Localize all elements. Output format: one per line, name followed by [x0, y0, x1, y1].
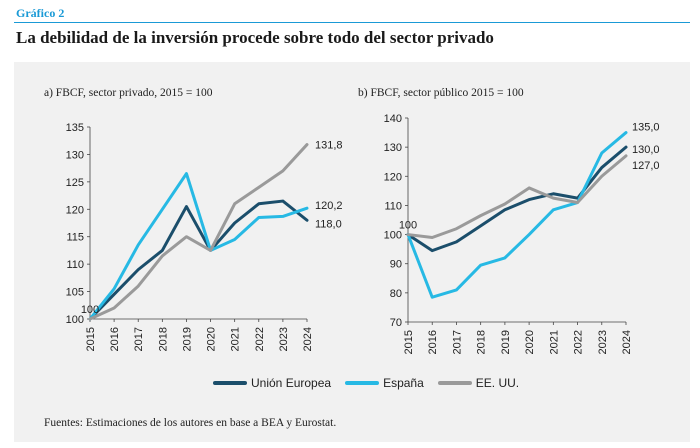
- chart-b-y-tick-label: 70: [390, 317, 402, 329]
- chart-a-y-tick-label: 100: [66, 314, 84, 326]
- chart-a-y-tick-label: 135: [66, 122, 84, 134]
- chart-a-x-tick-label: 2023: [278, 327, 290, 351]
- chart-b-x-tick-label: 2021: [548, 330, 560, 354]
- chart-b-x-tick-label: 2016: [427, 330, 439, 354]
- chart-a-x-tick-label: 2017: [133, 327, 145, 351]
- chart-b-x-tick-label: 2015: [403, 330, 415, 354]
- chart-b-y-tick-label: 120: [384, 171, 402, 183]
- legend-label-ue: Unión Europea: [251, 376, 332, 390]
- chart-a-series-1-line: [88, 172, 309, 321]
- chart-b-y-tick-label: 90: [390, 259, 402, 271]
- legend-label-espana: España: [383, 376, 424, 390]
- chart-a-y-tick-label: 125: [66, 177, 84, 189]
- chart-b-annotation: 127,0: [632, 160, 660, 172]
- legend-item-ue: Unión Europea: [213, 376, 331, 390]
- chart-a-annotation: 131,8: [315, 140, 343, 152]
- chart-b-x-tick-label: 2020: [524, 330, 536, 354]
- chart-a-x-tick-label: 2018: [157, 327, 169, 351]
- chart-a-annotation: 120,2: [315, 200, 343, 212]
- legend-item-eeuu: EE. UU.: [437, 376, 520, 390]
- chart-a-y-tick-label: 115: [66, 232, 84, 244]
- chart-a-x-tick-label: 2016: [109, 327, 121, 351]
- top-divider: [14, 22, 690, 23]
- chart-a-series-0-line: [88, 199, 309, 321]
- figure-label: Gráfico 2: [16, 6, 65, 20]
- chart-b-annotation: 100: [399, 220, 417, 232]
- chart-b-annotation: 135,0: [632, 122, 660, 134]
- chart-b-series-1-line: [406, 131, 628, 299]
- chart-b-annotation: 130,0: [632, 144, 660, 156]
- chart-panel: [14, 62, 690, 442]
- chart-a-x-tick-label: 2020: [206, 327, 218, 351]
- chart-a-title: a) FBCF, sector privado, 2015 = 100: [44, 87, 213, 99]
- chart-b-y-tick-label: 80: [390, 288, 402, 300]
- chart-b-x-tick-label: 2017: [451, 330, 463, 354]
- chart-a-x-tick-label: 2021: [230, 327, 242, 351]
- chart-b-series-0-line: [406, 145, 628, 253]
- source-note: Fuentes: Estimaciones de los autores en …: [44, 417, 337, 429]
- chart-b-x-tick-label: 2022: [573, 330, 585, 354]
- legend-item-espana: España: [345, 376, 424, 390]
- legend-swatch-espana: [345, 381, 380, 385]
- chart-a-y-tick-label: 105: [66, 287, 84, 299]
- chart-a-x-tick-label: 2015: [85, 327, 97, 351]
- chart-b-x-tick-label: 2023: [597, 330, 609, 354]
- chart-a-y-tick-label: 130: [66, 149, 84, 161]
- chart-b-series-2-line: [406, 154, 628, 239]
- chart-b-y-tick-label: 130: [384, 142, 402, 154]
- chart-a-annotation: 118,0: [315, 218, 342, 230]
- legend-swatch-eeuu: [437, 381, 472, 385]
- chart-b-x-tick-label: 2019: [500, 330, 512, 354]
- chart-a-y-tick-label: 120: [66, 204, 84, 216]
- legend-swatch-ue: [213, 381, 247, 385]
- legend-label-eeuu: EE. UU.: [475, 376, 520, 390]
- figure-title: La debilidad de la inversión procede sob…: [16, 28, 494, 47]
- chart-b-y-tick-label: 110: [384, 200, 402, 212]
- chart-a-x-tick-label: 2024: [302, 327, 314, 351]
- chart-a-y-tick-label: 110: [66, 259, 84, 271]
- chart-b-x-tick-label: 2024: [621, 330, 633, 354]
- chart-b-y-tick-label: 100: [384, 230, 402, 242]
- legend: Unión Europea España EE. UU.: [213, 376, 519, 390]
- chart-a-x-tick-label: 2019: [181, 327, 193, 351]
- chart-b-y-tick-label: 140: [384, 113, 402, 125]
- chart-a-series-2-line: [88, 143, 309, 321]
- chart-b-x-tick-label: 2018: [476, 330, 488, 354]
- chart-a-x-tick-label: 2022: [254, 327, 266, 351]
- chart-a-annotation: 100: [81, 304, 99, 316]
- chart-b-title: b) FBCF, sector público 2015 = 100: [358, 87, 524, 99]
